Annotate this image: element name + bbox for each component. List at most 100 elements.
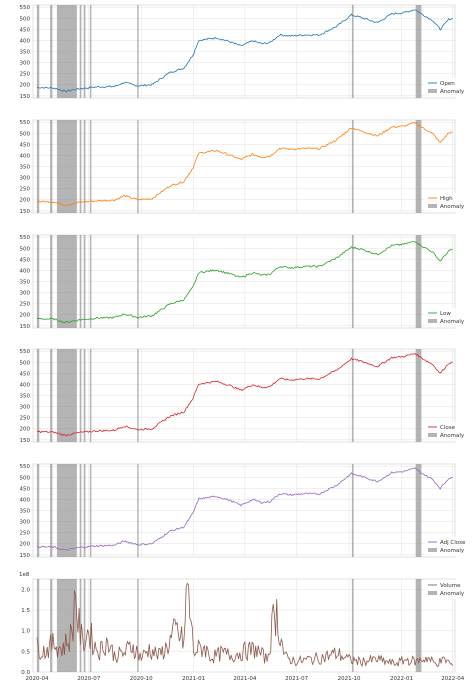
panel-volume: 2020-04 2020-07 2020-10 2021-01 2021-04 2021-… xyxy=(19,572,465,681)
panel-close: 150 200 250 300 350 400 450 500 550 Close Anomaly xyxy=(20,348,465,444)
y-tick-label: 1.5 xyxy=(21,608,30,614)
anomaly-band xyxy=(50,579,53,672)
anomaly-band xyxy=(351,5,354,98)
legend-label-series: Low xyxy=(440,311,451,317)
anomaly-band xyxy=(351,120,354,213)
y-tick-label: 350 xyxy=(20,280,31,286)
y-tick-label: 550 xyxy=(20,235,31,241)
y-tick-label: 450 xyxy=(20,27,31,33)
x-tick-label: 2020-10 xyxy=(130,676,153,681)
legend-swatch-anomaly xyxy=(428,204,437,208)
anomaly-band xyxy=(56,464,77,557)
y-tick-label: 300 xyxy=(20,61,31,67)
anomaly-band xyxy=(36,235,40,328)
y-tick-label: 0.5 xyxy=(21,649,30,655)
anomaly-band xyxy=(83,349,86,442)
anomaly-band xyxy=(50,349,53,442)
anomaly-band xyxy=(137,579,139,672)
anomaly-band xyxy=(79,579,82,672)
y-tick-label: 350 xyxy=(20,509,31,515)
x-tick-label: 2021-07 xyxy=(285,676,308,681)
legend-label-anomaly: Anomaly xyxy=(440,204,465,210)
anomaly-band xyxy=(36,579,40,672)
legend-label-series: Volume xyxy=(440,583,461,589)
anomaly-band xyxy=(36,120,40,213)
legend-label-anomaly: Anomaly xyxy=(440,89,465,95)
anomaly-band xyxy=(79,120,82,213)
y-tick-label: 250 xyxy=(20,187,31,193)
anomaly-band xyxy=(56,579,77,672)
series-line-adj_close xyxy=(36,467,453,551)
anomaly-band xyxy=(89,579,92,672)
y-tick-label: 2.0 xyxy=(21,587,30,593)
y-tick-label: 250 xyxy=(20,72,31,78)
y-tick-label: 0.0 xyxy=(21,670,30,676)
anomaly-band xyxy=(137,464,139,557)
y-tick-label: 400 xyxy=(20,38,31,44)
anomaly-band xyxy=(415,579,422,672)
anomaly-band xyxy=(89,120,92,213)
y-tick-label: 550 xyxy=(20,120,31,126)
anomaly-band xyxy=(79,235,82,328)
legend-swatch-anomaly xyxy=(428,591,437,595)
series-line-close xyxy=(36,353,453,437)
anomaly-band xyxy=(89,5,92,98)
anomaly-band xyxy=(83,120,86,213)
anomaly-band xyxy=(50,120,53,213)
y-tick-label: 350 xyxy=(20,394,31,400)
x-tick-label: 2021-01 xyxy=(182,676,205,681)
anomaly-band xyxy=(351,579,354,672)
legend-swatch-anomaly xyxy=(428,319,437,323)
y-tick-label: 150 xyxy=(20,553,31,559)
y-tick-label: 350 xyxy=(20,165,31,171)
anomaly-band xyxy=(50,5,53,98)
anomaly-band xyxy=(351,235,354,328)
legend-label-anomaly: Anomaly xyxy=(440,433,465,439)
anomaly-band xyxy=(83,579,86,672)
panel-high: 150 200 250 300 350 400 450 500 550 High Anomaly xyxy=(20,119,465,215)
anomaly-band xyxy=(415,464,422,557)
y-tick-label: 500 xyxy=(20,360,31,366)
y-tick-label: 300 xyxy=(20,176,31,182)
x-tick-label: 2021-10 xyxy=(338,676,361,681)
series-line-high xyxy=(36,121,453,207)
y-tick-label: 250 xyxy=(20,302,31,308)
legend-label-anomaly: Anomaly xyxy=(440,591,465,597)
y-tick-label: 400 xyxy=(20,497,31,503)
y-tick-label: 450 xyxy=(20,142,31,148)
legend-label-series: Open xyxy=(440,81,455,87)
y-tick-label: 400 xyxy=(20,268,31,274)
anomaly-band xyxy=(415,349,422,442)
y-tick-label: 450 xyxy=(20,257,31,263)
anomaly-band xyxy=(36,464,40,557)
y-tick-label: 200 xyxy=(20,427,31,433)
anomaly-band xyxy=(83,235,86,328)
anomaly-band xyxy=(83,5,86,98)
y-tick-label: 500 xyxy=(20,131,31,137)
legend-label-series: Adj Close xyxy=(440,540,466,546)
y-tick-label: 550 xyxy=(20,464,31,470)
y-tick-label: 350 xyxy=(20,50,31,56)
anomaly-band xyxy=(56,349,77,442)
anomaly-band xyxy=(50,235,53,328)
y-tick-label: 450 xyxy=(20,486,31,492)
legend: Open Anomaly xyxy=(425,78,465,97)
y-tick-label: 150 xyxy=(20,209,31,215)
y-tick-label: 150 xyxy=(20,438,31,444)
y-tick-label: 550 xyxy=(20,5,31,11)
legend-label-series: Close xyxy=(440,425,456,431)
anomaly-band xyxy=(36,5,40,98)
y-tick-label: 1.0 xyxy=(21,629,30,635)
legend: Adj Close Anomaly xyxy=(425,537,466,556)
anomaly-band xyxy=(137,5,139,98)
y-tick-label: 400 xyxy=(20,153,31,159)
anomaly-band xyxy=(36,349,40,442)
anomaly-band xyxy=(79,464,82,557)
y-tick-label: 500 xyxy=(20,16,31,22)
anomaly-band xyxy=(56,5,77,98)
series-line-open xyxy=(36,9,453,93)
y-tick-label: 400 xyxy=(20,382,31,388)
anomaly-band xyxy=(351,349,354,442)
plot-area xyxy=(32,578,456,673)
